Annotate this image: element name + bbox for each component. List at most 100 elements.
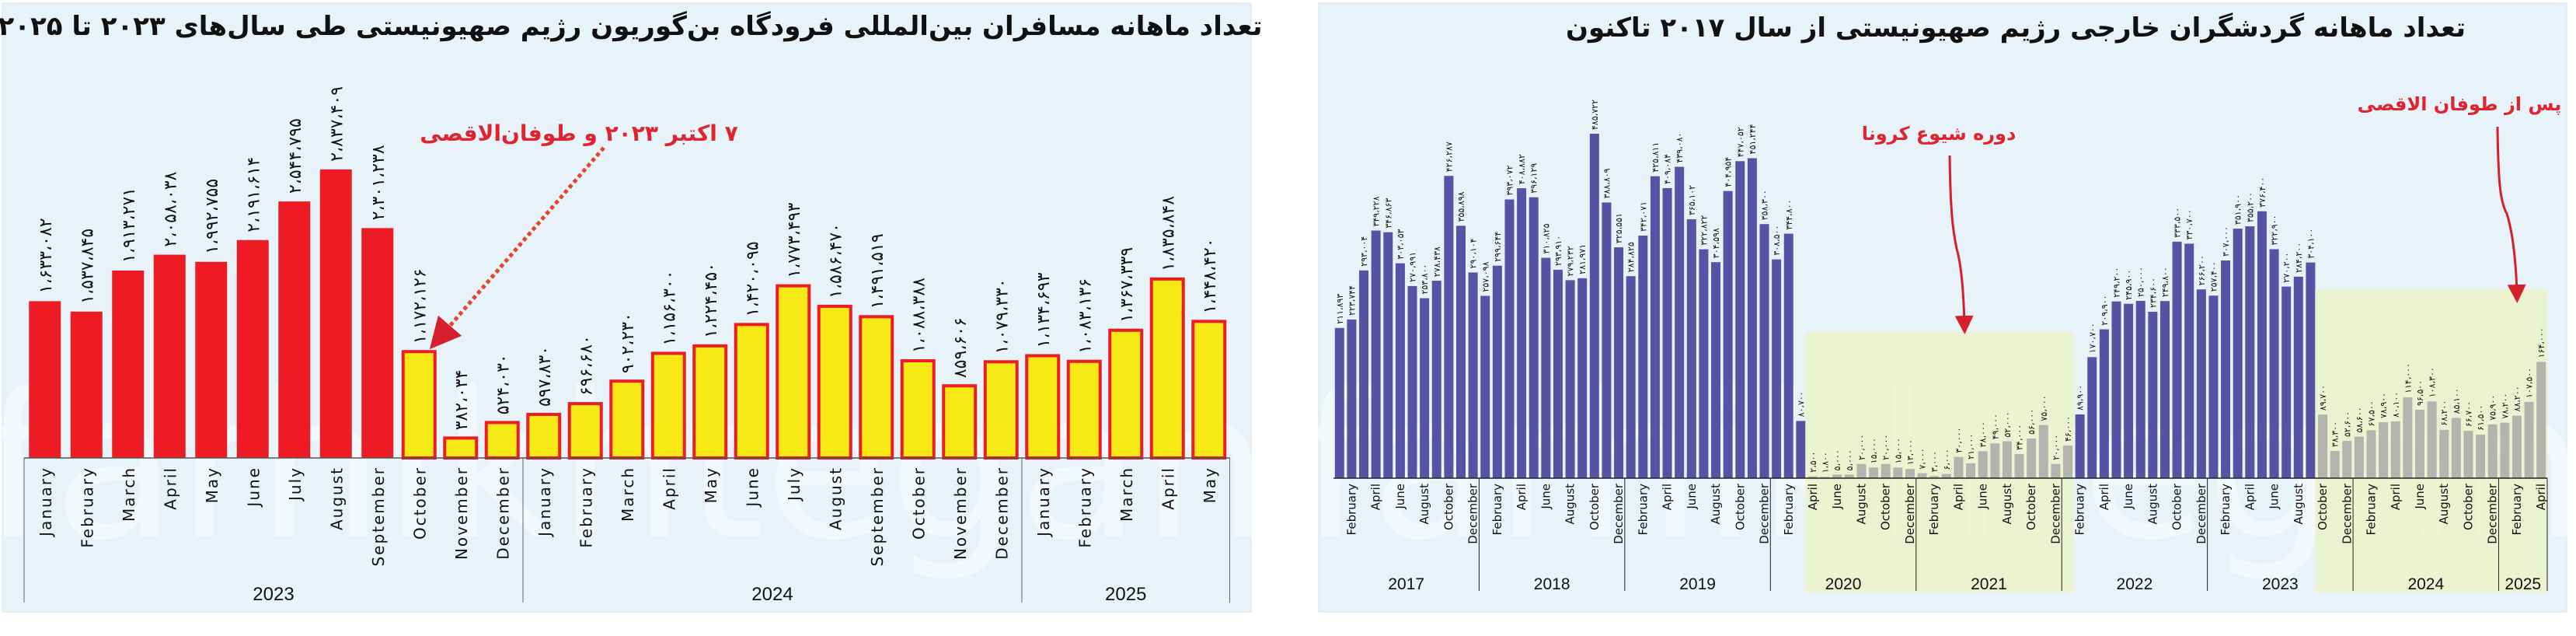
month-label: December: [2340, 483, 2354, 544]
bar: [1347, 319, 1357, 478]
value-label: ۸۰،۷۰۰: [1796, 391, 1806, 417]
month-label: October: [2316, 483, 2330, 530]
month-label: April: [1806, 484, 1820, 510]
value-label: ۲۰،۰۰۰: [1856, 435, 1867, 460]
month-label: June: [1830, 484, 1844, 510]
bar: [2306, 262, 2316, 478]
month-label: March: [1117, 467, 1136, 522]
value-label: ۴۴۷،۰۵۲: [1735, 127, 1745, 157]
left-chart-title: تعداد ماهانه مسافران بین‌المللی فرودگاه …: [0, 11, 1263, 42]
value-label: ۶۱،۵۰۰: [2476, 405, 2486, 431]
value-label: ۲،۵۴۴،۷۹۵: [286, 118, 305, 194]
month-label: August: [1709, 484, 1723, 525]
month-label: November: [452, 467, 471, 560]
value-label: ۲،۰۵۸،۰۳۸: [161, 171, 180, 246]
value-label: ۱،۸۳۵،۸۴۸: [1159, 196, 1178, 271]
value-label: ۲،۳۰۱،۲۳۸: [369, 145, 389, 220]
bar: [1650, 176, 1660, 478]
month-label: August: [2146, 484, 2159, 525]
value-label: ۳۹۶،۱۲۹: [1529, 163, 1539, 194]
bar: [2196, 289, 2206, 478]
value-label: ۲۷۰،۹۹۱: [1408, 252, 1418, 282]
value-label: ۱۵،۰۰۰: [1893, 438, 1903, 463]
bar: [1723, 190, 1733, 478]
month-label: June: [1539, 484, 1553, 510]
value-label: ۲۱،۰۰۰: [1966, 434, 1976, 460]
value-label: ۲۸۴،۲۰۰: [2294, 243, 2304, 273]
bar-january: [29, 301, 61, 458]
bar: [1626, 276, 1636, 478]
value-label: ۷۸،۲۰۰: [2500, 393, 2510, 419]
month-label: September: [369, 467, 388, 567]
value-label: ۲،۸۳۷،۴۰۹: [327, 86, 347, 162]
value-label: ۲۰،۰۰۰: [1881, 435, 1891, 460]
bar-november: [443, 436, 479, 460]
bar-april: [153, 254, 186, 458]
month-label: May: [203, 467, 221, 503]
month-label: February: [577, 467, 595, 548]
year-label: 2024: [751, 584, 793, 605]
bar: [1334, 327, 1344, 478]
value-label: ۱،۱۳۴،۶۹۳: [1034, 272, 1054, 348]
month-label: February: [1344, 484, 1358, 536]
value-label: ۱،۴۲۰،۰۹۵: [743, 241, 762, 316]
bar: [1371, 230, 1381, 478]
value-label: ۲۹۳،۰۰۴: [1359, 236, 1369, 267]
value-label: ۳۲۲،۸۲۲: [1699, 215, 1709, 245]
month-label: October: [2461, 483, 2475, 530]
bar-december: [484, 421, 520, 460]
bar: [2135, 301, 2146, 478]
month-label: July: [785, 467, 803, 502]
value-label: ۲۷۹،۲۳۲: [1566, 246, 1576, 276]
month-label: December: [2048, 483, 2062, 544]
value-label: ۳۴،۰۰۰: [2015, 425, 2025, 450]
value-label: ۷۵،۹۰۰: [2488, 395, 2498, 421]
value-label: ۴۵۱،۲۴۴: [1748, 124, 1758, 154]
bar: [1529, 197, 1539, 478]
bar: [2257, 211, 2267, 478]
value-label: ۲۰،۰۰۰: [2051, 435, 2061, 460]
month-label: April: [1951, 484, 1965, 510]
value-label: ۲۸۱،۹۷۱: [1577, 244, 1588, 274]
month-label: April: [161, 467, 180, 510]
value-label: ۳۴۲،۰۷۱: [1638, 201, 1648, 232]
month-label: August: [2292, 484, 2306, 525]
value-label: ۳۷۶،۴۰۰: [2257, 177, 2268, 208]
month-label: June: [1393, 484, 1407, 510]
month-label: November: [951, 467, 970, 560]
value-label: ۱،۱۵۶،۳۰۰: [660, 271, 679, 346]
month-label: March: [619, 467, 637, 522]
bar: [1577, 278, 1588, 478]
value-label: ۲۹۰،۱۰۴: [1469, 238, 1479, 268]
month-label: April: [1515, 484, 1529, 510]
value-label: ۲۲۳،۷۴۴: [1347, 285, 1357, 316]
year-label: 2025: [2505, 575, 2541, 593]
month-label: December: [493, 467, 512, 560]
bar-april: [650, 351, 686, 460]
bar-july: [278, 201, 311, 458]
value-label: ۳،۰۰۰: [1929, 451, 1940, 472]
month-label: April: [1159, 467, 1177, 510]
value-label: ۳۴۶،۸۶۳: [1383, 198, 1393, 229]
month-label: December: [2194, 483, 2208, 544]
month-label: December: [1466, 483, 1480, 544]
bar: [1589, 134, 1599, 478]
bar: [1407, 285, 1417, 478]
month-label: August: [1417, 484, 1431, 525]
month-label: August: [2000, 484, 2014, 525]
bar: [2208, 295, 2219, 478]
value-label: ۵۹۷،۸۳۰: [535, 346, 555, 407]
highlight-band: [2315, 289, 2547, 592]
value-label: ۲۷۰،۲۰۰: [2281, 253, 2292, 283]
value-label: ۱،۲۲۴،۴۵۰: [702, 263, 721, 338]
bar: [2124, 303, 2134, 478]
value-label: ۵۲،۰۰۰: [2003, 411, 2013, 437]
value-label: ۱،۰۸۳،۱۳۶: [1075, 278, 1095, 354]
bar: [1517, 188, 1527, 478]
bar: [1565, 280, 1575, 478]
bar: [2184, 243, 2194, 478]
bar: [1359, 270, 1369, 478]
value-label: ۱۱۴،۰۰۰: [2403, 363, 2413, 393]
value-label: ۲۱۱،۸۹۳: [1335, 294, 1345, 324]
